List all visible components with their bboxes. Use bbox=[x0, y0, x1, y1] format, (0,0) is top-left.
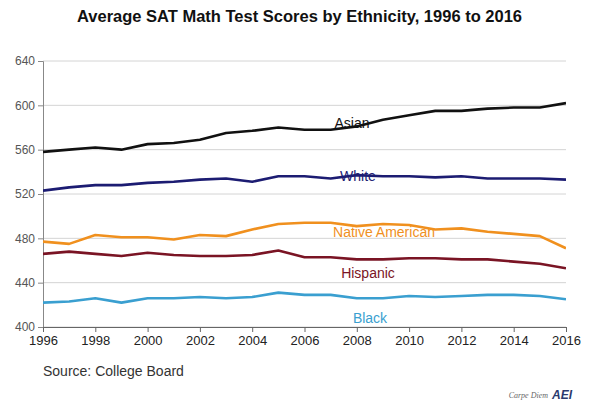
x-tick-label: 2004 bbox=[238, 333, 267, 348]
x-axis: 1996 1998 2000 2002 2004 2006 2008 2010 2012 2014… bbox=[29, 327, 581, 348]
x-tick: 1996 bbox=[29, 327, 58, 348]
series-line bbox=[43, 251, 566, 269]
x-tick-mark bbox=[305, 327, 306, 332]
annotation: AEI bbox=[551, 388, 573, 402]
x-tick-label: 2014 bbox=[500, 333, 529, 348]
x-tick-label: 1998 bbox=[81, 333, 110, 348]
y-tick-label: 560 bbox=[15, 143, 35, 157]
y-tick: 560 bbox=[15, 143, 43, 157]
plot: 4004404805205606006401996199820002002200… bbox=[15, 54, 581, 348]
x-tick-label: 2016 bbox=[552, 333, 581, 348]
x-tick-mark bbox=[43, 327, 44, 332]
x-tick-label: 2010 bbox=[395, 333, 424, 348]
x-tick-label: 2006 bbox=[291, 333, 320, 348]
series-label: Black bbox=[353, 310, 388, 326]
series-label: White bbox=[340, 168, 376, 184]
y-tick-mark bbox=[38, 150, 43, 151]
x-tick: 2014 bbox=[500, 327, 529, 348]
x-tick: 2016 bbox=[552, 327, 581, 348]
grid-line bbox=[43, 282, 566, 283]
x-tick-label: 2008 bbox=[343, 333, 372, 348]
x-tick: 2012 bbox=[447, 327, 476, 348]
title: Average SAT Math Test Scores by Ethnicit… bbox=[77, 7, 522, 25]
x-tick-label: 2002 bbox=[186, 333, 215, 348]
x-tick: 2002 bbox=[186, 327, 215, 348]
x-tick-label: 1996 bbox=[29, 333, 58, 348]
x-tick: 1998 bbox=[81, 327, 110, 348]
x-tick-mark bbox=[461, 327, 462, 332]
series-line bbox=[43, 223, 566, 248]
y-tick: 520 bbox=[15, 187, 43, 201]
grid-line bbox=[43, 194, 566, 195]
series-line bbox=[43, 103, 566, 152]
y-tick-mark bbox=[38, 238, 43, 239]
y-tick: 440 bbox=[15, 276, 43, 290]
y-tick-mark bbox=[38, 283, 43, 284]
x-axis-line bbox=[44, 328, 567, 333]
y-tick-label: 440 bbox=[15, 276, 35, 290]
x-tick-mark bbox=[514, 327, 515, 332]
y-tick: 480 bbox=[15, 232, 43, 246]
x-tick: 2008 bbox=[343, 327, 372, 348]
y-tick-label: 480 bbox=[15, 232, 35, 246]
series-line bbox=[43, 293, 566, 303]
x-tick: 2010 bbox=[395, 327, 424, 348]
x-tick-mark bbox=[95, 327, 96, 332]
y-tick-mark bbox=[38, 105, 43, 106]
y-axis: 400440480520560600640 bbox=[15, 54, 44, 334]
y-tick: 640 bbox=[15, 54, 43, 68]
x-tick-mark bbox=[200, 327, 201, 332]
grid bbox=[43, 61, 566, 327]
x-tick-mark bbox=[566, 327, 567, 332]
series-lines bbox=[43, 103, 566, 303]
y-tick-mark bbox=[38, 327, 43, 328]
grid-line bbox=[43, 61, 566, 62]
y-axis-line bbox=[38, 62, 44, 328]
x-tick-label: 2012 bbox=[447, 333, 476, 348]
series-label: Hispanic bbox=[341, 265, 395, 281]
x-tick: 2006 bbox=[291, 327, 320, 348]
x-tick-label: 2000 bbox=[134, 333, 163, 348]
source: Source: College Board bbox=[43, 363, 184, 379]
x-tick: 2000 bbox=[134, 327, 163, 348]
y-tick-label: 640 bbox=[15, 54, 35, 68]
y-tick-label: 520 bbox=[15, 187, 35, 201]
chart: 4004404805205606006401996199820002002200… bbox=[0, 0, 599, 419]
x-tick-mark bbox=[148, 327, 149, 332]
x-tick-mark bbox=[252, 327, 253, 332]
grid-line bbox=[43, 105, 566, 106]
y-tick-label: 600 bbox=[15, 99, 35, 113]
annotation: Carpe Diem bbox=[509, 391, 549, 400]
y-tick-mark bbox=[38, 61, 43, 62]
y-tick-mark bbox=[38, 194, 43, 195]
x-tick: 2004 bbox=[238, 327, 267, 348]
series-label: Native American bbox=[333, 224, 435, 240]
y-tick: 600 bbox=[15, 99, 43, 113]
x-tick-mark bbox=[357, 327, 358, 332]
x-tick-mark bbox=[409, 327, 410, 332]
series-line bbox=[43, 175, 566, 191]
series-label: Asian bbox=[334, 115, 369, 131]
